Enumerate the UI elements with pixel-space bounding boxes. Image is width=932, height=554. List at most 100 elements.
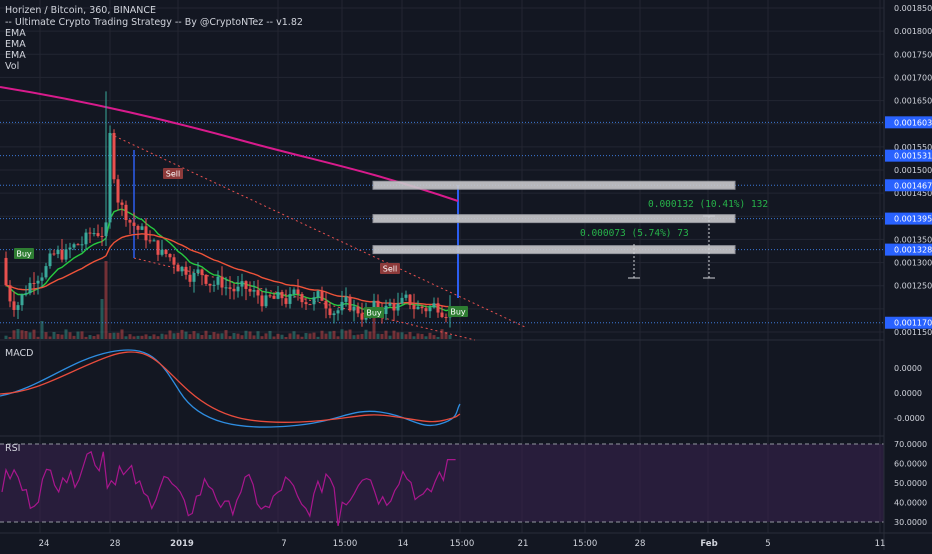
volume-bar <box>196 333 200 339</box>
candle-body <box>100 235 104 237</box>
volume-bar <box>132 336 136 339</box>
volume-bar <box>444 332 448 339</box>
time-tick-label: 14 <box>398 539 409 549</box>
volume-bar <box>100 299 104 339</box>
candle-body <box>396 303 400 311</box>
candle-body <box>12 301 16 310</box>
time-axis[interactable]: 24 28 2019 7 15:00 14 15:00 21 15:00 28 Feb 5 11 <box>39 539 886 549</box>
volume-bar <box>420 333 424 339</box>
volume-bar <box>428 332 432 339</box>
macd-axis: 0.0000 0.0000 -0.0000 <box>894 364 925 423</box>
candle-body <box>308 304 312 306</box>
volume-bar <box>364 329 368 339</box>
volume-bar <box>380 333 384 339</box>
time-tick-label: 28 <box>635 539 646 549</box>
candle-body <box>52 253 56 255</box>
price-tick-label: 0.001700 <box>894 73 932 82</box>
candle-body <box>84 232 88 245</box>
price-tick-label: 0.001650 <box>894 97 932 106</box>
time-tick-label: 15:00 <box>450 539 475 549</box>
price-candles[interactable] <box>4 91 452 328</box>
candle-body <box>80 244 84 246</box>
volume-bar <box>208 334 212 339</box>
candle-body <box>268 295 272 297</box>
ema-slow-line <box>0 86 459 202</box>
volume-bar <box>120 329 124 339</box>
volume-bar <box>60 334 64 339</box>
chart-title: Horizen / Bitcoin, 360, BINANCE <box>5 5 156 16</box>
candle-body <box>108 132 112 223</box>
macd-tick-label: -0.0000 <box>894 414 925 423</box>
volume-bar <box>408 331 412 339</box>
volume-bar <box>112 332 116 339</box>
macd-signal-line <box>0 351 461 423</box>
volume-bar <box>268 330 272 339</box>
volume-bar <box>392 330 396 339</box>
candle-body <box>96 233 100 236</box>
price-level-label: 0.001395 <box>894 215 932 224</box>
candle-body <box>316 291 320 298</box>
volume-bar <box>148 336 152 339</box>
signal-tag <box>364 307 384 318</box>
volume-bar <box>256 331 260 339</box>
volume-bar <box>248 331 252 339</box>
volume-bar <box>216 333 220 339</box>
candle-body <box>148 240 152 242</box>
signal-label: Buy <box>366 309 382 318</box>
candle-body <box>220 276 224 288</box>
candle-body <box>88 232 92 234</box>
candle-body <box>328 308 332 316</box>
candle-body <box>28 283 32 294</box>
candle-body <box>256 290 260 296</box>
trend-lines <box>109 133 526 341</box>
price-tick-label: 0.001300 <box>894 259 932 268</box>
signal-label: Sell <box>166 170 180 179</box>
volume-bar <box>8 336 12 339</box>
price-tick-label: 0.001850 <box>894 4 932 13</box>
macd-panel-label: MACD <box>5 348 33 359</box>
price-tick-label: 0.001750 <box>894 50 932 59</box>
price-tick-label: 0.001550 <box>894 143 932 152</box>
candle-body <box>236 286 240 292</box>
volume-bar <box>252 335 256 339</box>
rsi-tick-label: 40.0000 <box>894 499 927 508</box>
volume-bar <box>436 336 440 339</box>
candle-body <box>196 269 200 274</box>
volume-bar <box>332 330 336 339</box>
time-tick-label: 11 <box>875 539 886 549</box>
candle-body <box>264 295 268 307</box>
candle-body <box>232 288 236 292</box>
candle-body <box>284 298 288 304</box>
volume-bar <box>212 332 216 339</box>
candle-body <box>400 297 404 304</box>
candle-body <box>344 296 348 302</box>
price-axis[interactable]: 0.001850 0.001800 0.001750 0.001700 0.001650… <box>885 4 932 337</box>
candle-body <box>124 204 128 221</box>
volume-bar <box>16 329 20 339</box>
candle-body <box>324 300 328 309</box>
volume-bar <box>88 335 92 339</box>
volume-bar <box>344 330 348 339</box>
candle-body <box>224 287 228 289</box>
candle-body <box>64 249 68 260</box>
candle-body <box>280 291 284 299</box>
volume-bar <box>292 331 296 339</box>
macd-tick-label: 0.0000 <box>894 364 922 373</box>
volume-bar <box>84 336 88 339</box>
volume-bar <box>264 333 268 339</box>
signal-label: Buy <box>16 250 32 259</box>
volume-bar <box>152 334 156 339</box>
price-tick-label: 0.001250 <box>894 282 932 291</box>
candle-body <box>432 303 436 308</box>
volume-bar <box>144 334 148 339</box>
candle-body <box>144 226 148 241</box>
time-tick-label: 28 <box>110 539 121 549</box>
volume-bar <box>352 335 356 339</box>
candle-body <box>412 305 416 310</box>
price-level-badge <box>885 212 932 225</box>
candle-body <box>404 294 408 298</box>
candle-body <box>16 305 20 310</box>
price-level-label: 0.001467 <box>894 181 932 190</box>
measure-label-2: 0.000073 (5.74%) 73 <box>580 228 689 239</box>
